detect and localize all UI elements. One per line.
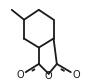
Text: O: O [72,70,80,80]
Text: O: O [45,71,52,81]
Text: O: O [17,70,24,80]
